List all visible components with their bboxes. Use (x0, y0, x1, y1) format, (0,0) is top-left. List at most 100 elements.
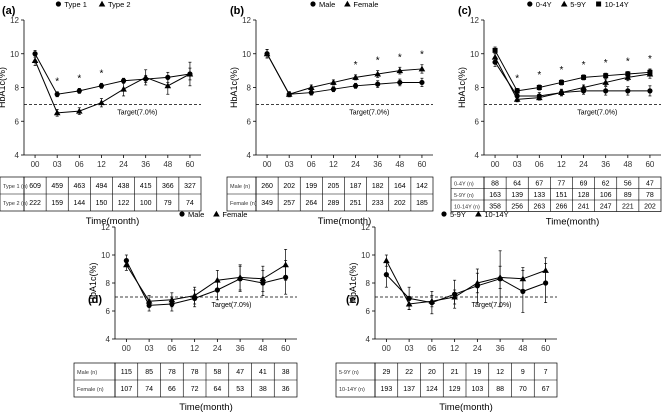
data-point (492, 59, 498, 65)
panel-label: (c) (458, 5, 472, 17)
data-point (513, 96, 521, 102)
data-point (647, 88, 653, 94)
table-row-label: 0-4Y (n) (454, 181, 474, 187)
significance-mark: * (604, 58, 608, 69)
data-point (625, 88, 631, 94)
series-line (266, 53, 422, 95)
y-tick-label: 4 (106, 335, 111, 344)
y-tick-label: 8 (15, 84, 20, 93)
series-Type 2 (31, 55, 194, 117)
chart-panel-3: (d) Male Female 4 6 8 10 12 00 03 06 12 24 36 48 60 HbA1… (73, 210, 298, 412)
table-cell: 358 (489, 203, 501, 210)
table-cell: 29 (382, 369, 390, 376)
x-tick-label: 03 (53, 160, 62, 169)
data-point (76, 88, 82, 94)
table-cell: 133 (533, 192, 545, 199)
chart-panel-1: (b) Male Female 4 6 8 10 12 00 03 06 12 24 36 48 60 HbA1… (226, 0, 434, 227)
y-tick-label: 6 (475, 117, 480, 126)
data-point (492, 47, 498, 53)
data-point (558, 79, 564, 85)
x-tick-label: 12 (450, 344, 459, 353)
data-point (625, 71, 631, 77)
legend-marker (179, 211, 185, 217)
data-point (32, 51, 38, 57)
series-Female (263, 49, 426, 98)
table-cell: 56 (624, 180, 632, 187)
table-cell: 124 (426, 386, 438, 393)
x-axis-title: Time(month) (439, 402, 493, 412)
x-tick-label: 60 (185, 160, 194, 169)
x-tick-label: 36 (496, 344, 505, 353)
data-point (647, 69, 653, 75)
x-tick-label: 12 (190, 344, 199, 353)
significance-mark: * (398, 52, 402, 63)
table-cell: 247 (600, 203, 612, 210)
y-axis-title: HbA1c(%) (88, 262, 98, 303)
y-tick-label: 8 (366, 279, 371, 288)
x-axis-title: Time(month) (546, 217, 600, 228)
table-cell: 62 (602, 180, 610, 187)
table-cell: 78 (168, 369, 176, 376)
panel-label: (e) (346, 294, 360, 306)
data-point (405, 300, 413, 307)
table-cell: 289 (328, 200, 340, 207)
table-cell: 459 (51, 183, 63, 190)
table-cell: 438 (118, 183, 130, 190)
series-Type 1 (32, 50, 193, 98)
data-point (514, 88, 520, 94)
series-10-14Y (383, 254, 549, 310)
series-line (494, 56, 651, 100)
x-tick-label: 36 (236, 344, 245, 353)
x-tick-label: 00 (31, 160, 40, 169)
significance-mark: * (376, 56, 380, 67)
y-axis-title: HbA1c(%) (348, 262, 358, 303)
table-row-label: 5-9Y (n) (454, 193, 474, 199)
x-tick-label: 60 (417, 160, 426, 169)
data-point (352, 83, 359, 89)
data-point (76, 107, 83, 114)
series-line (125, 264, 286, 302)
significance-mark: * (559, 65, 563, 76)
table-row-label: Type 1 (n) (3, 184, 28, 190)
table-cell: 187 (350, 183, 362, 190)
table-cell: 20 (428, 369, 436, 376)
x-tick-label: 06 (307, 160, 316, 169)
n-table: Male (n) 260 202 199 205 187 182 164 142 Female (… (226, 176, 434, 212)
table-cell: 264 (305, 200, 317, 207)
table-cell: 22 (405, 369, 413, 376)
y-tick-label: 8 (106, 279, 111, 288)
table-cell: 222 (29, 200, 41, 207)
y-tick-label: 10 (470, 50, 479, 59)
data-point (308, 84, 315, 90)
table-cell: 142 (416, 183, 428, 190)
table-cell: 19 (473, 369, 481, 376)
x-tick-label: 24 (119, 160, 128, 169)
y-tick-label: 4 (15, 151, 20, 160)
table-cell: 106 (600, 192, 612, 199)
x-axis-title: Time(month) (179, 402, 233, 412)
series-line (34, 60, 191, 114)
table-cell: 41 (259, 369, 267, 376)
data-point (31, 57, 39, 63)
data-point (383, 257, 390, 264)
significance-mark: * (626, 56, 630, 67)
table-cell: 89 (624, 192, 632, 199)
legend-label: 5-9Y (450, 210, 466, 219)
significance-mark: * (582, 60, 586, 71)
x-tick-label: 48 (163, 160, 172, 169)
table-cell: 66 (168, 386, 176, 393)
series-Female (123, 249, 289, 308)
target-label: Target(7.0%) (471, 302, 511, 309)
table-cell: 150 (96, 200, 108, 207)
table-cell: 193 (381, 386, 393, 393)
data-point (519, 275, 527, 282)
table-row-label: 5-9Y (n) (339, 370, 359, 376)
legend-label: Male (188, 210, 204, 219)
series-line (266, 53, 422, 95)
chart-panel-2: (c) 0-4Y 5-9Y 10-14Y 4 6 8 10 12 00 03 06 12 24 36 48 60… (450, 0, 662, 228)
table-cell: 21 (451, 369, 459, 376)
data-point (263, 50, 271, 57)
x-tick-label: 06 (167, 344, 176, 353)
data-point (581, 74, 587, 80)
